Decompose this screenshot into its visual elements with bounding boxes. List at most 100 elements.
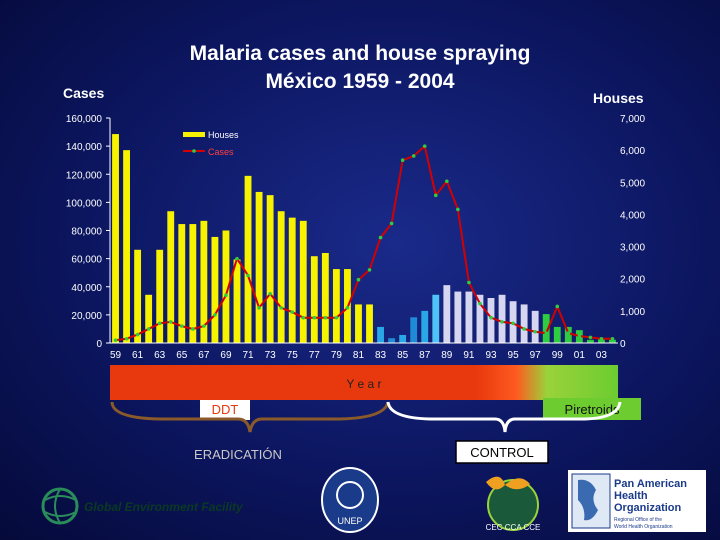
houses-bar (277, 211, 285, 343)
unep-logo-text: UNEP (337, 516, 362, 526)
cases-point (224, 293, 228, 297)
right-axis-title: Houses (593, 90, 644, 106)
cases-point (157, 321, 162, 326)
cases-point (400, 158, 405, 162)
legend-houses-swatch (183, 132, 205, 137)
cases-point (168, 320, 173, 324)
houses-bar (178, 224, 186, 343)
cases-series-line (115, 144, 613, 342)
cases-point (522, 327, 526, 331)
x-tick-label: 71 (242, 350, 254, 361)
houses-bar (299, 220, 307, 343)
left-tick-label: 120,000 (66, 170, 103, 181)
cases-point (323, 315, 328, 320)
paho-line-3: Organization (614, 502, 682, 514)
cases-point (588, 335, 593, 340)
cases-point (456, 207, 460, 212)
cases-line (113, 144, 615, 342)
x-tick-label: 89 (441, 350, 453, 361)
x-tick-label: 79 (331, 350, 343, 361)
x-tick-label: 61 (132, 350, 144, 361)
houses-bar (211, 236, 219, 343)
houses-bar (454, 291, 462, 343)
cases-point (290, 310, 295, 314)
cases-point (334, 315, 339, 320)
cases-point (345, 306, 350, 310)
x-tick-label: 73 (265, 350, 277, 361)
ddt-label: DDT (212, 402, 239, 417)
legend-cases-label: Cases (208, 147, 234, 157)
americas-map-icon (578, 479, 598, 521)
cases-point (191, 327, 195, 331)
houses-bar (553, 326, 561, 343)
year-band (110, 365, 618, 400)
x-tick-label: 95 (508, 350, 520, 361)
chart-legend: Houses Cases (183, 130, 239, 157)
houses-bar (134, 249, 142, 343)
cec-logo-text: CEC CCA CCE (486, 523, 541, 532)
cases-point (312, 315, 317, 320)
cases-point (467, 280, 471, 285)
houses-bar (288, 217, 296, 343)
houses-bar (366, 304, 373, 343)
cases-point (489, 315, 493, 320)
right-tick-label: 1,000 (620, 307, 645, 318)
cases-point (422, 144, 427, 148)
left-tick-label: 100,000 (66, 198, 103, 209)
cases-point (577, 334, 582, 338)
title-line-2: México 1959 - 2004 (265, 70, 455, 93)
houses-bar (421, 310, 429, 343)
legend-cases-marker (192, 149, 196, 153)
houses-bar (123, 150, 130, 343)
houses-bars (112, 134, 616, 343)
x-tick-label: 97 (530, 350, 542, 361)
houses-bar (266, 195, 274, 343)
cases-point (478, 301, 482, 306)
x-tick-label: 85 (397, 350, 409, 361)
houses-bar (355, 304, 362, 343)
paho-sub-2: World Health Organization (614, 524, 673, 530)
right-tick-label: 7,000 (620, 114, 645, 125)
chart-title: Malaria cases and house spraying México … (150, 40, 570, 96)
control-brace (386, 401, 622, 433)
right-tick-label: 2,000 (620, 275, 645, 286)
ddt-box (200, 400, 250, 420)
left-tick-label: 20,000 (71, 311, 102, 322)
control-box (455, 440, 549, 464)
houses-bar (156, 249, 164, 343)
cases-point (279, 306, 283, 310)
cases-point (113, 338, 118, 342)
piretroids-label: Piretroids (565, 402, 620, 417)
houses-bar (255, 191, 263, 343)
right-tick-label: 4,000 (620, 210, 645, 221)
cases-point (213, 313, 217, 317)
cases-point (257, 306, 261, 310)
title-line-1: Malaria cases and house spraying (189, 42, 531, 65)
x-tick-label: 81 (353, 350, 365, 361)
cases-point (146, 327, 151, 331)
legend-houses-label: Houses (208, 130, 239, 140)
x-tick-label: 63 (154, 350, 166, 361)
cases-point (511, 321, 515, 326)
year-band-label: Y e a r (346, 377, 381, 391)
houses-bar (520, 304, 528, 343)
right-tick-label: 3,000 (620, 243, 645, 254)
x-tick-label: 83 (375, 350, 387, 361)
unep-logo: UNEP (321, 467, 379, 533)
houses-bar (586, 339, 594, 343)
houses-bar (332, 269, 340, 343)
cases-point (610, 336, 615, 341)
houses-bar (244, 175, 252, 343)
houses-bar (377, 326, 384, 343)
x-tick-label: 67 (198, 350, 210, 361)
houses-bar (321, 253, 329, 343)
houses-bar (189, 224, 197, 343)
houses-bar (388, 338, 396, 343)
x-tick-label: 77 (309, 350, 321, 361)
cases-point (500, 320, 504, 324)
houses-bar (222, 230, 230, 343)
cases-point (599, 336, 604, 341)
houses-bar (145, 294, 153, 343)
x-tick-label: 69 (220, 350, 232, 361)
